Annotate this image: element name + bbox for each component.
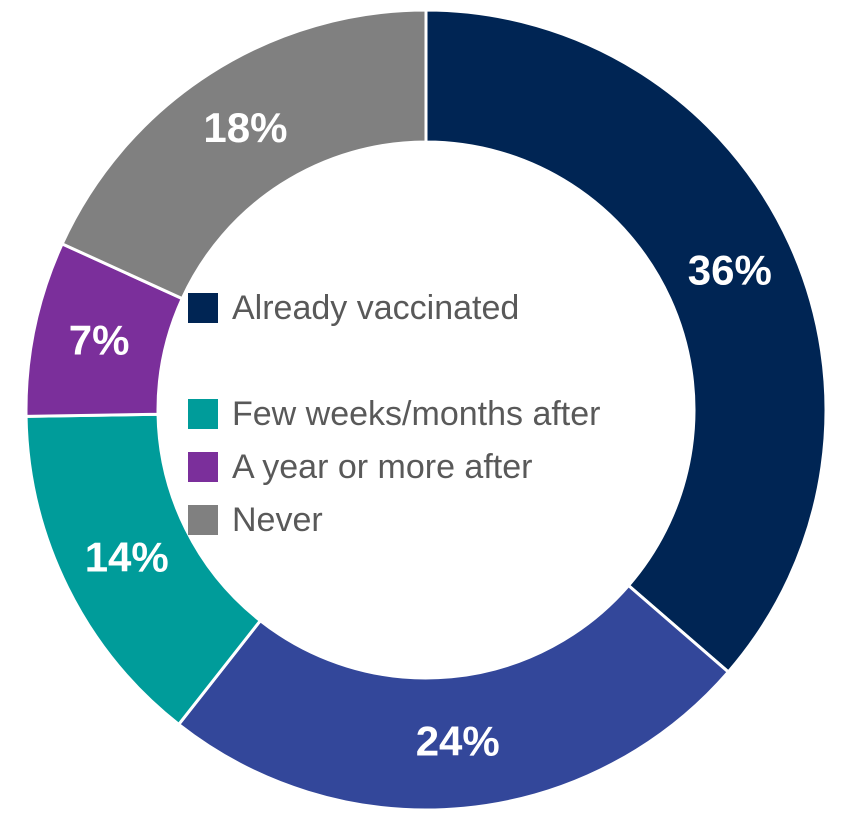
legend-label: Few weeks/months after [232, 395, 600, 433]
legend-label: Never [232, 501, 323, 539]
donut-slice [176, 583, 731, 812]
legend-swatch [188, 399, 218, 429]
legend-swatch [188, 293, 218, 323]
legend-label: Already vaccinated [232, 289, 519, 327]
donut-slice [424, 8, 828, 675]
legend-label: A year or more after [232, 448, 532, 486]
value-label: 7% [69, 317, 130, 364]
value-label: 36% [688, 246, 772, 293]
legend-swatch [188, 452, 218, 482]
value-label: 18% [203, 104, 287, 151]
value-label: 24% [416, 718, 500, 765]
value-label: 14% [85, 533, 169, 580]
legend-swatch [188, 505, 218, 535]
donut-slice [60, 8, 428, 301]
